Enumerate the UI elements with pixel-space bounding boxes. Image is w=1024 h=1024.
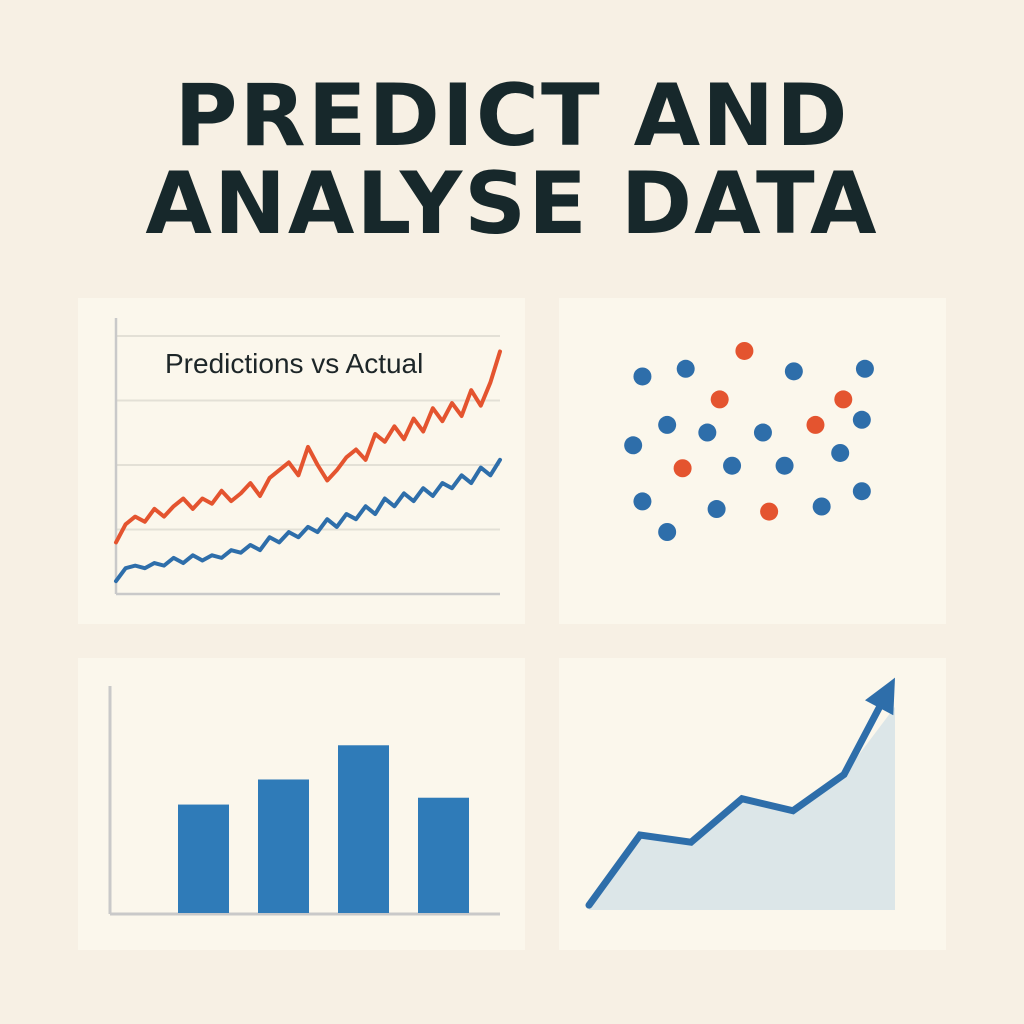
scatter-point [760, 503, 778, 521]
scatter-point [711, 390, 729, 408]
scatter-point [853, 482, 871, 500]
bar [258, 779, 309, 913]
line-chart: Predictions vs Actual [78, 298, 525, 624]
scatter-chart [559, 298, 946, 624]
bar [338, 745, 389, 913]
scatter-point [658, 523, 676, 541]
scatter-point [806, 416, 824, 434]
scatter-point [776, 457, 794, 475]
page-title: PREDICT AND ANALYSE DATA [0, 72, 1024, 248]
series-line-blue [116, 460, 500, 581]
series-group [116, 351, 500, 581]
scatter-point [674, 459, 692, 477]
line-chart-panel: Predictions vs Actual [78, 298, 525, 624]
scatter-point [785, 362, 803, 380]
points-group [624, 342, 874, 541]
scatter-point [698, 424, 716, 442]
scatter-point [754, 424, 772, 442]
chart-title: Predictions vs Actual [165, 348, 423, 379]
scatter-chart-panel [559, 298, 946, 624]
bars-group [178, 745, 469, 913]
area-chart-panel [559, 658, 946, 950]
bar-chart-panel [78, 658, 525, 950]
scatter-point [831, 444, 849, 462]
scatter-point [624, 436, 642, 454]
scatter-point [853, 411, 871, 429]
title-line-2: ANALYSE DATA [0, 160, 1024, 248]
scatter-point [735, 342, 753, 360]
bar-chart [78, 658, 525, 950]
scatter-point [633, 367, 651, 385]
bar [178, 805, 229, 913]
scatter-point [856, 360, 874, 378]
scatter-point [708, 500, 726, 518]
scatter-point [834, 390, 852, 408]
bar [418, 798, 469, 913]
title-line-1: PREDICT AND [0, 72, 1024, 160]
scatter-point [633, 492, 651, 510]
series-line-red [116, 351, 500, 542]
scatter-point [658, 416, 676, 434]
scatter-point [677, 360, 695, 378]
area-fill [589, 707, 895, 910]
area-chart [559, 658, 946, 950]
scatter-point [813, 498, 831, 516]
scatter-point [723, 457, 741, 475]
